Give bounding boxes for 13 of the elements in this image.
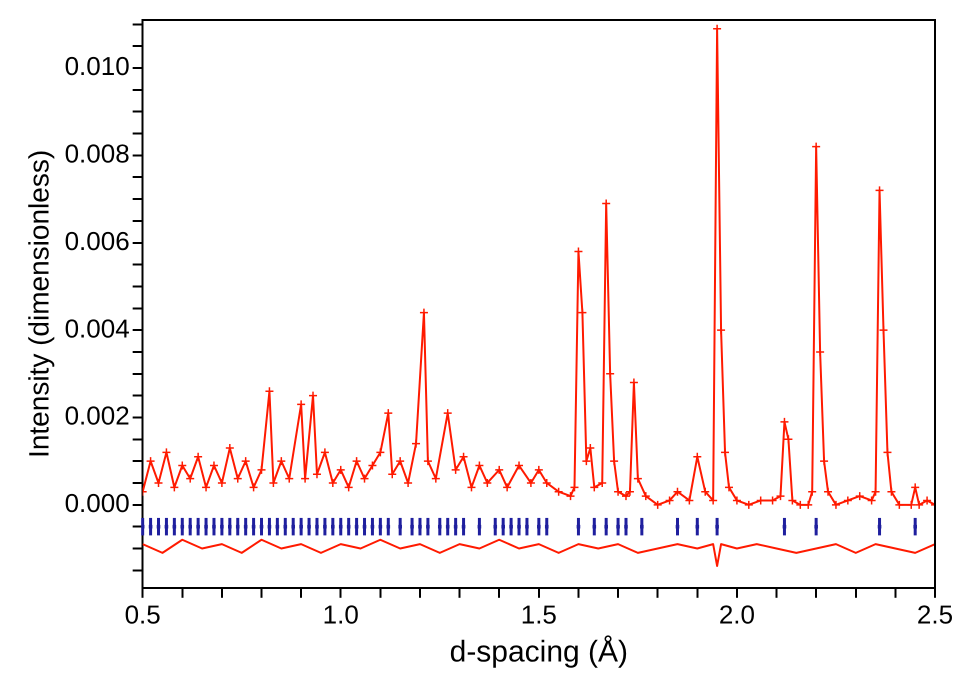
y-tick-label: 0.006 <box>64 226 130 256</box>
x-tick-label: 0.5 <box>124 600 161 630</box>
y-tick-label: 0.008 <box>64 138 130 169</box>
y-axis-title: Intensity (dimensionless) <box>24 150 55 458</box>
x-tick-label: 2.5 <box>916 600 954 630</box>
x-tick-label: 1.5 <box>520 600 557 630</box>
x-tick-label: 2.0 <box>718 600 755 630</box>
y-tick-label: 0.010 <box>64 51 130 82</box>
y-tick-label: 0.004 <box>64 313 130 344</box>
y-tick-label: 0.000 <box>64 488 130 518</box>
x-tick-label: 1.0 <box>322 600 359 630</box>
y-tick-label: 0.002 <box>64 400 130 431</box>
x-axis-title: d-spacing (Å) <box>450 634 628 668</box>
